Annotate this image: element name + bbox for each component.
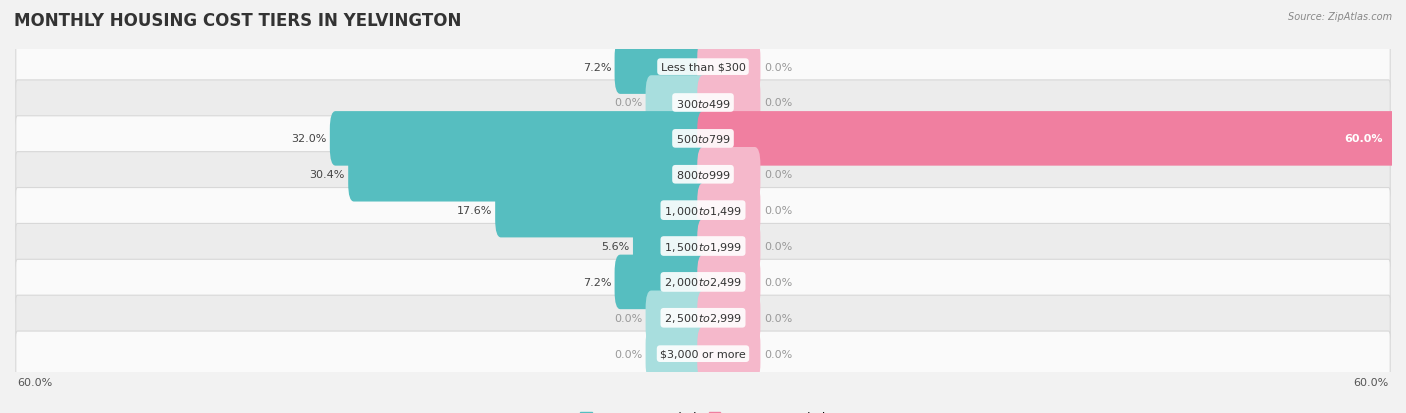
Text: 0.0%: 0.0% xyxy=(614,313,643,323)
FancyBboxPatch shape xyxy=(697,183,761,238)
Text: 7.2%: 7.2% xyxy=(582,277,612,287)
FancyBboxPatch shape xyxy=(15,116,1391,161)
FancyBboxPatch shape xyxy=(15,295,1391,341)
FancyBboxPatch shape xyxy=(614,40,709,95)
Text: 0.0%: 0.0% xyxy=(763,277,792,287)
Text: 0.0%: 0.0% xyxy=(614,349,643,359)
Text: $300 to $499: $300 to $499 xyxy=(675,97,731,109)
Text: 30.4%: 30.4% xyxy=(309,170,344,180)
Text: 0.0%: 0.0% xyxy=(763,62,792,72)
FancyBboxPatch shape xyxy=(15,45,1391,90)
FancyBboxPatch shape xyxy=(697,327,761,381)
Text: 32.0%: 32.0% xyxy=(291,134,326,144)
FancyBboxPatch shape xyxy=(633,219,709,274)
Text: 5.6%: 5.6% xyxy=(602,242,630,252)
Text: Less than $300: Less than $300 xyxy=(661,62,745,72)
Text: 60.0%: 60.0% xyxy=(1353,377,1389,387)
Text: 60.0%: 60.0% xyxy=(17,377,53,387)
Text: 7.2%: 7.2% xyxy=(582,62,612,72)
Text: Source: ZipAtlas.com: Source: ZipAtlas.com xyxy=(1288,12,1392,22)
FancyBboxPatch shape xyxy=(697,112,1398,166)
FancyBboxPatch shape xyxy=(645,291,709,345)
Text: 0.0%: 0.0% xyxy=(763,242,792,252)
FancyBboxPatch shape xyxy=(697,147,761,202)
Text: 0.0%: 0.0% xyxy=(763,313,792,323)
Legend: Owner-occupied, Renter-occupied: Owner-occupied, Renter-occupied xyxy=(579,411,827,413)
FancyBboxPatch shape xyxy=(697,291,761,345)
FancyBboxPatch shape xyxy=(15,152,1391,197)
Text: $800 to $999: $800 to $999 xyxy=(675,169,731,181)
FancyBboxPatch shape xyxy=(697,255,761,309)
FancyBboxPatch shape xyxy=(645,76,709,131)
FancyBboxPatch shape xyxy=(349,147,709,202)
Text: MONTHLY HOUSING COST TIERS IN YELVINGTON: MONTHLY HOUSING COST TIERS IN YELVINGTON xyxy=(14,12,461,30)
Text: $2,000 to $2,499: $2,000 to $2,499 xyxy=(664,276,742,289)
Text: $3,000 or more: $3,000 or more xyxy=(661,349,745,359)
Text: 0.0%: 0.0% xyxy=(763,170,792,180)
Text: 17.6%: 17.6% xyxy=(457,206,492,216)
Text: $2,500 to $2,999: $2,500 to $2,999 xyxy=(664,311,742,325)
Text: 60.0%: 60.0% xyxy=(1344,134,1382,144)
Text: 0.0%: 0.0% xyxy=(614,98,643,108)
Text: $500 to $799: $500 to $799 xyxy=(675,133,731,145)
FancyBboxPatch shape xyxy=(15,224,1391,269)
FancyBboxPatch shape xyxy=(697,76,761,131)
FancyBboxPatch shape xyxy=(697,40,761,95)
Text: $1,500 to $1,999: $1,500 to $1,999 xyxy=(664,240,742,253)
FancyBboxPatch shape xyxy=(645,327,709,381)
Text: 0.0%: 0.0% xyxy=(763,98,792,108)
Text: 0.0%: 0.0% xyxy=(763,206,792,216)
FancyBboxPatch shape xyxy=(15,81,1391,126)
FancyBboxPatch shape xyxy=(495,183,709,238)
FancyBboxPatch shape xyxy=(697,219,761,274)
FancyBboxPatch shape xyxy=(15,331,1391,376)
FancyBboxPatch shape xyxy=(15,188,1391,233)
FancyBboxPatch shape xyxy=(330,112,709,166)
Text: $1,000 to $1,499: $1,000 to $1,499 xyxy=(664,204,742,217)
FancyBboxPatch shape xyxy=(614,255,709,309)
FancyBboxPatch shape xyxy=(15,260,1391,305)
Text: 0.0%: 0.0% xyxy=(763,349,792,359)
